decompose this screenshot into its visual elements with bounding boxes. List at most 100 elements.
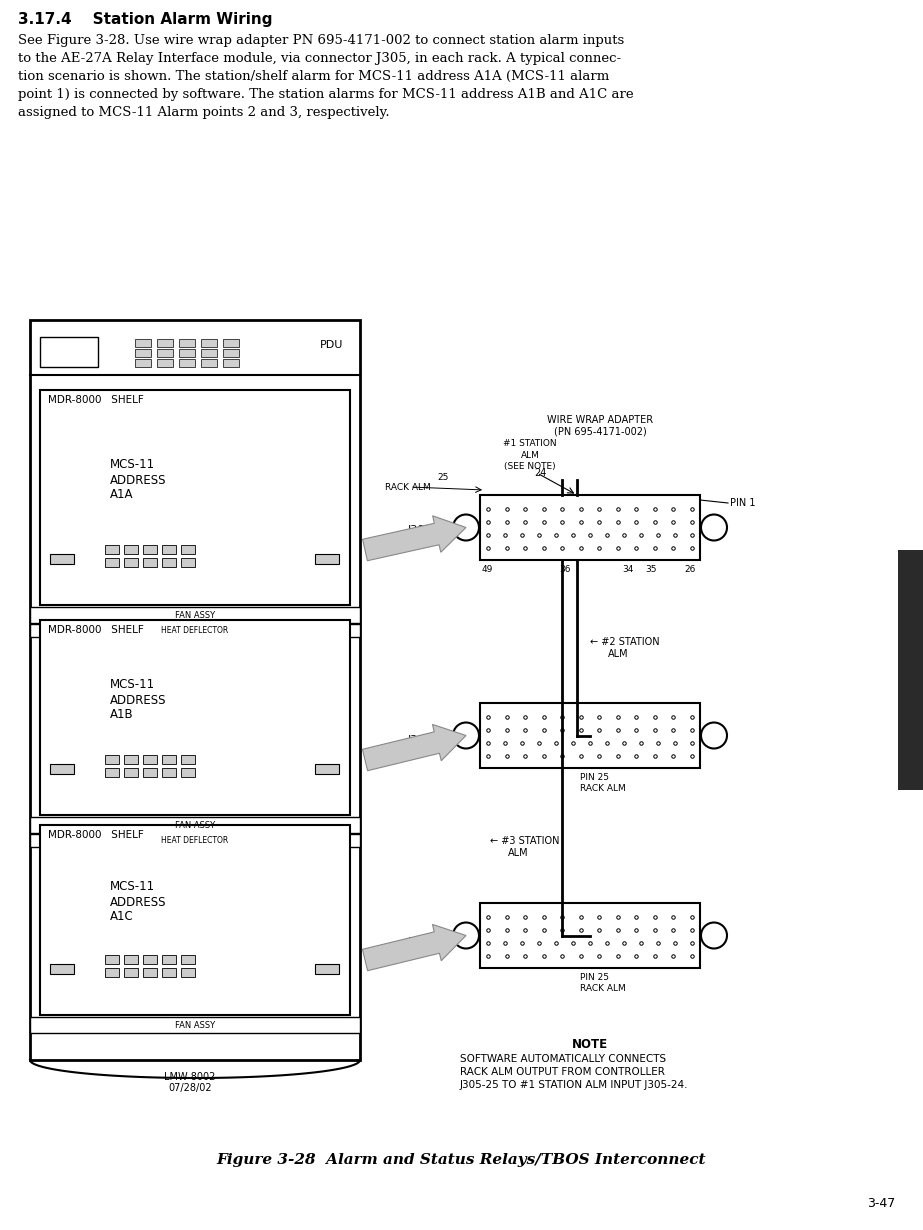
Bar — [40, 390, 350, 605]
Bar — [40, 825, 350, 1015]
Bar — [157, 339, 173, 347]
Text: MCS-11
ADDRESS
A1C: MCS-11 ADDRESS A1C — [110, 881, 166, 924]
Bar — [179, 359, 195, 367]
Bar — [105, 755, 119, 764]
Text: MCS-11
ADDRESS
A1B: MCS-11 ADDRESS A1B — [110, 679, 166, 722]
Text: tion scenario is shown. The station/shelf alarm for MCS-11 address A1A (MCS-11 a: tion scenario is shown. The station/shel… — [18, 70, 609, 82]
Text: HEAT DEFLECTOR: HEAT DEFLECTOR — [162, 836, 229, 845]
Text: FAN ASSY: FAN ASSY — [175, 1021, 215, 1030]
Circle shape — [701, 722, 727, 749]
Polygon shape — [363, 925, 466, 970]
Bar — [480, 494, 700, 560]
Bar — [181, 768, 195, 777]
Bar — [124, 755, 138, 764]
Bar — [30, 320, 360, 1060]
Text: HEAT DEFLECTOR: HEAT DEFLECTOR — [162, 626, 229, 635]
Bar — [105, 968, 119, 977]
Bar — [143, 558, 157, 567]
Text: MDR-8000   SHELF: MDR-8000 SHELF — [48, 830, 144, 840]
Text: ← #2 STATION: ← #2 STATION — [590, 637, 660, 647]
Text: Figure 3-28  Alarm and Status Relays/TBOS Interconnect: Figure 3-28 Alarm and Status Relays/TBOS… — [216, 1153, 706, 1167]
Bar — [181, 558, 195, 567]
Bar — [124, 968, 138, 977]
Text: ALM: ALM — [508, 847, 529, 859]
Circle shape — [453, 514, 479, 540]
Bar — [40, 337, 98, 367]
Bar — [201, 349, 217, 357]
Text: 25: 25 — [437, 472, 449, 481]
Bar — [315, 964, 339, 974]
Bar — [162, 545, 176, 554]
Bar — [30, 1017, 360, 1033]
Text: point 1) is connected by software. The station alarms for MCS-11 address A1B and: point 1) is connected by software. The s… — [18, 89, 633, 101]
Text: RACK ALM: RACK ALM — [385, 482, 431, 492]
Text: 3.17.4    Station Alarm Wiring: 3.17.4 Station Alarm Wiring — [18, 12, 272, 27]
Bar — [162, 954, 176, 964]
Text: 36: 36 — [559, 565, 570, 574]
Text: (PN 695-4171-002): (PN 695-4171-002) — [554, 426, 646, 435]
Text: SOFTWARE AUTOMATICALLY CONNECTS: SOFTWARE AUTOMATICALLY CONNECTS — [460, 1054, 666, 1064]
Text: See Figure 3-28. Use wire wrap adapter PN 695-4171-002 to connect station alarm : See Figure 3-28. Use wire wrap adapter P… — [18, 34, 624, 47]
Bar — [480, 704, 700, 768]
Bar — [143, 545, 157, 554]
Bar — [124, 768, 138, 777]
Text: ALM: ALM — [521, 450, 539, 460]
Text: assigned to MCS-11 Alarm points 2 and 3, respectively.: assigned to MCS-11 Alarm points 2 and 3,… — [18, 106, 390, 119]
Text: NOTE: NOTE — [572, 1038, 608, 1050]
Text: 3-47: 3-47 — [867, 1197, 895, 1210]
Bar — [181, 968, 195, 977]
Bar — [30, 817, 360, 833]
Bar — [201, 339, 217, 347]
Text: (SEE NOTE): (SEE NOTE) — [504, 461, 556, 471]
Text: 07/28/02: 07/28/02 — [168, 1082, 211, 1093]
Bar — [181, 755, 195, 764]
Bar — [179, 339, 195, 347]
Bar — [124, 558, 138, 567]
Text: 49: 49 — [481, 565, 493, 574]
Text: FAN ASSY: FAN ASSY — [175, 820, 215, 829]
Bar — [143, 954, 157, 964]
Bar — [143, 768, 157, 777]
Text: ALM: ALM — [608, 649, 629, 659]
Bar — [480, 903, 700, 968]
Text: RACK ALM OUTPUT FROM CONTROLLER: RACK ALM OUTPUT FROM CONTROLLER — [460, 1066, 665, 1077]
Text: 35: 35 — [645, 565, 657, 574]
Bar — [179, 349, 195, 357]
Bar — [315, 764, 339, 774]
Text: RACK ALM: RACK ALM — [580, 984, 626, 993]
Circle shape — [453, 922, 479, 948]
Bar — [30, 606, 360, 624]
Bar — [223, 359, 239, 367]
Bar — [124, 954, 138, 964]
Bar — [162, 768, 176, 777]
Text: 34: 34 — [622, 565, 634, 574]
Bar — [105, 768, 119, 777]
Bar — [157, 349, 173, 357]
Bar — [162, 755, 176, 764]
Circle shape — [453, 722, 479, 749]
Text: WIRE WRAP ADAPTER: WIRE WRAP ADAPTER — [547, 415, 653, 426]
Bar — [223, 339, 239, 347]
Text: PIN 25: PIN 25 — [580, 973, 609, 982]
Text: ← #3 STATION: ← #3 STATION — [490, 836, 559, 846]
Text: 26: 26 — [684, 565, 696, 574]
Bar — [135, 349, 151, 357]
Bar — [157, 359, 173, 367]
Bar — [181, 954, 195, 964]
Text: to the AE-27A Relay Interface module, via connector J305, in each rack. A typica: to the AE-27A Relay Interface module, vi… — [18, 52, 621, 65]
Text: #1 STATION: #1 STATION — [503, 439, 557, 449]
Bar — [223, 349, 239, 357]
Text: PIN 1: PIN 1 — [730, 498, 756, 508]
Bar — [30, 834, 360, 847]
Bar — [181, 545, 195, 554]
Text: 24: 24 — [533, 467, 546, 478]
Text: PIN 25: PIN 25 — [580, 772, 609, 782]
Circle shape — [701, 514, 727, 540]
Text: FAN ASSY: FAN ASSY — [175, 610, 215, 620]
Bar — [50, 764, 74, 774]
Text: RACK ALM: RACK ALM — [580, 784, 626, 793]
Polygon shape — [363, 515, 466, 561]
Bar — [40, 620, 350, 815]
Bar — [898, 550, 923, 790]
Text: J305: J305 — [408, 525, 432, 535]
